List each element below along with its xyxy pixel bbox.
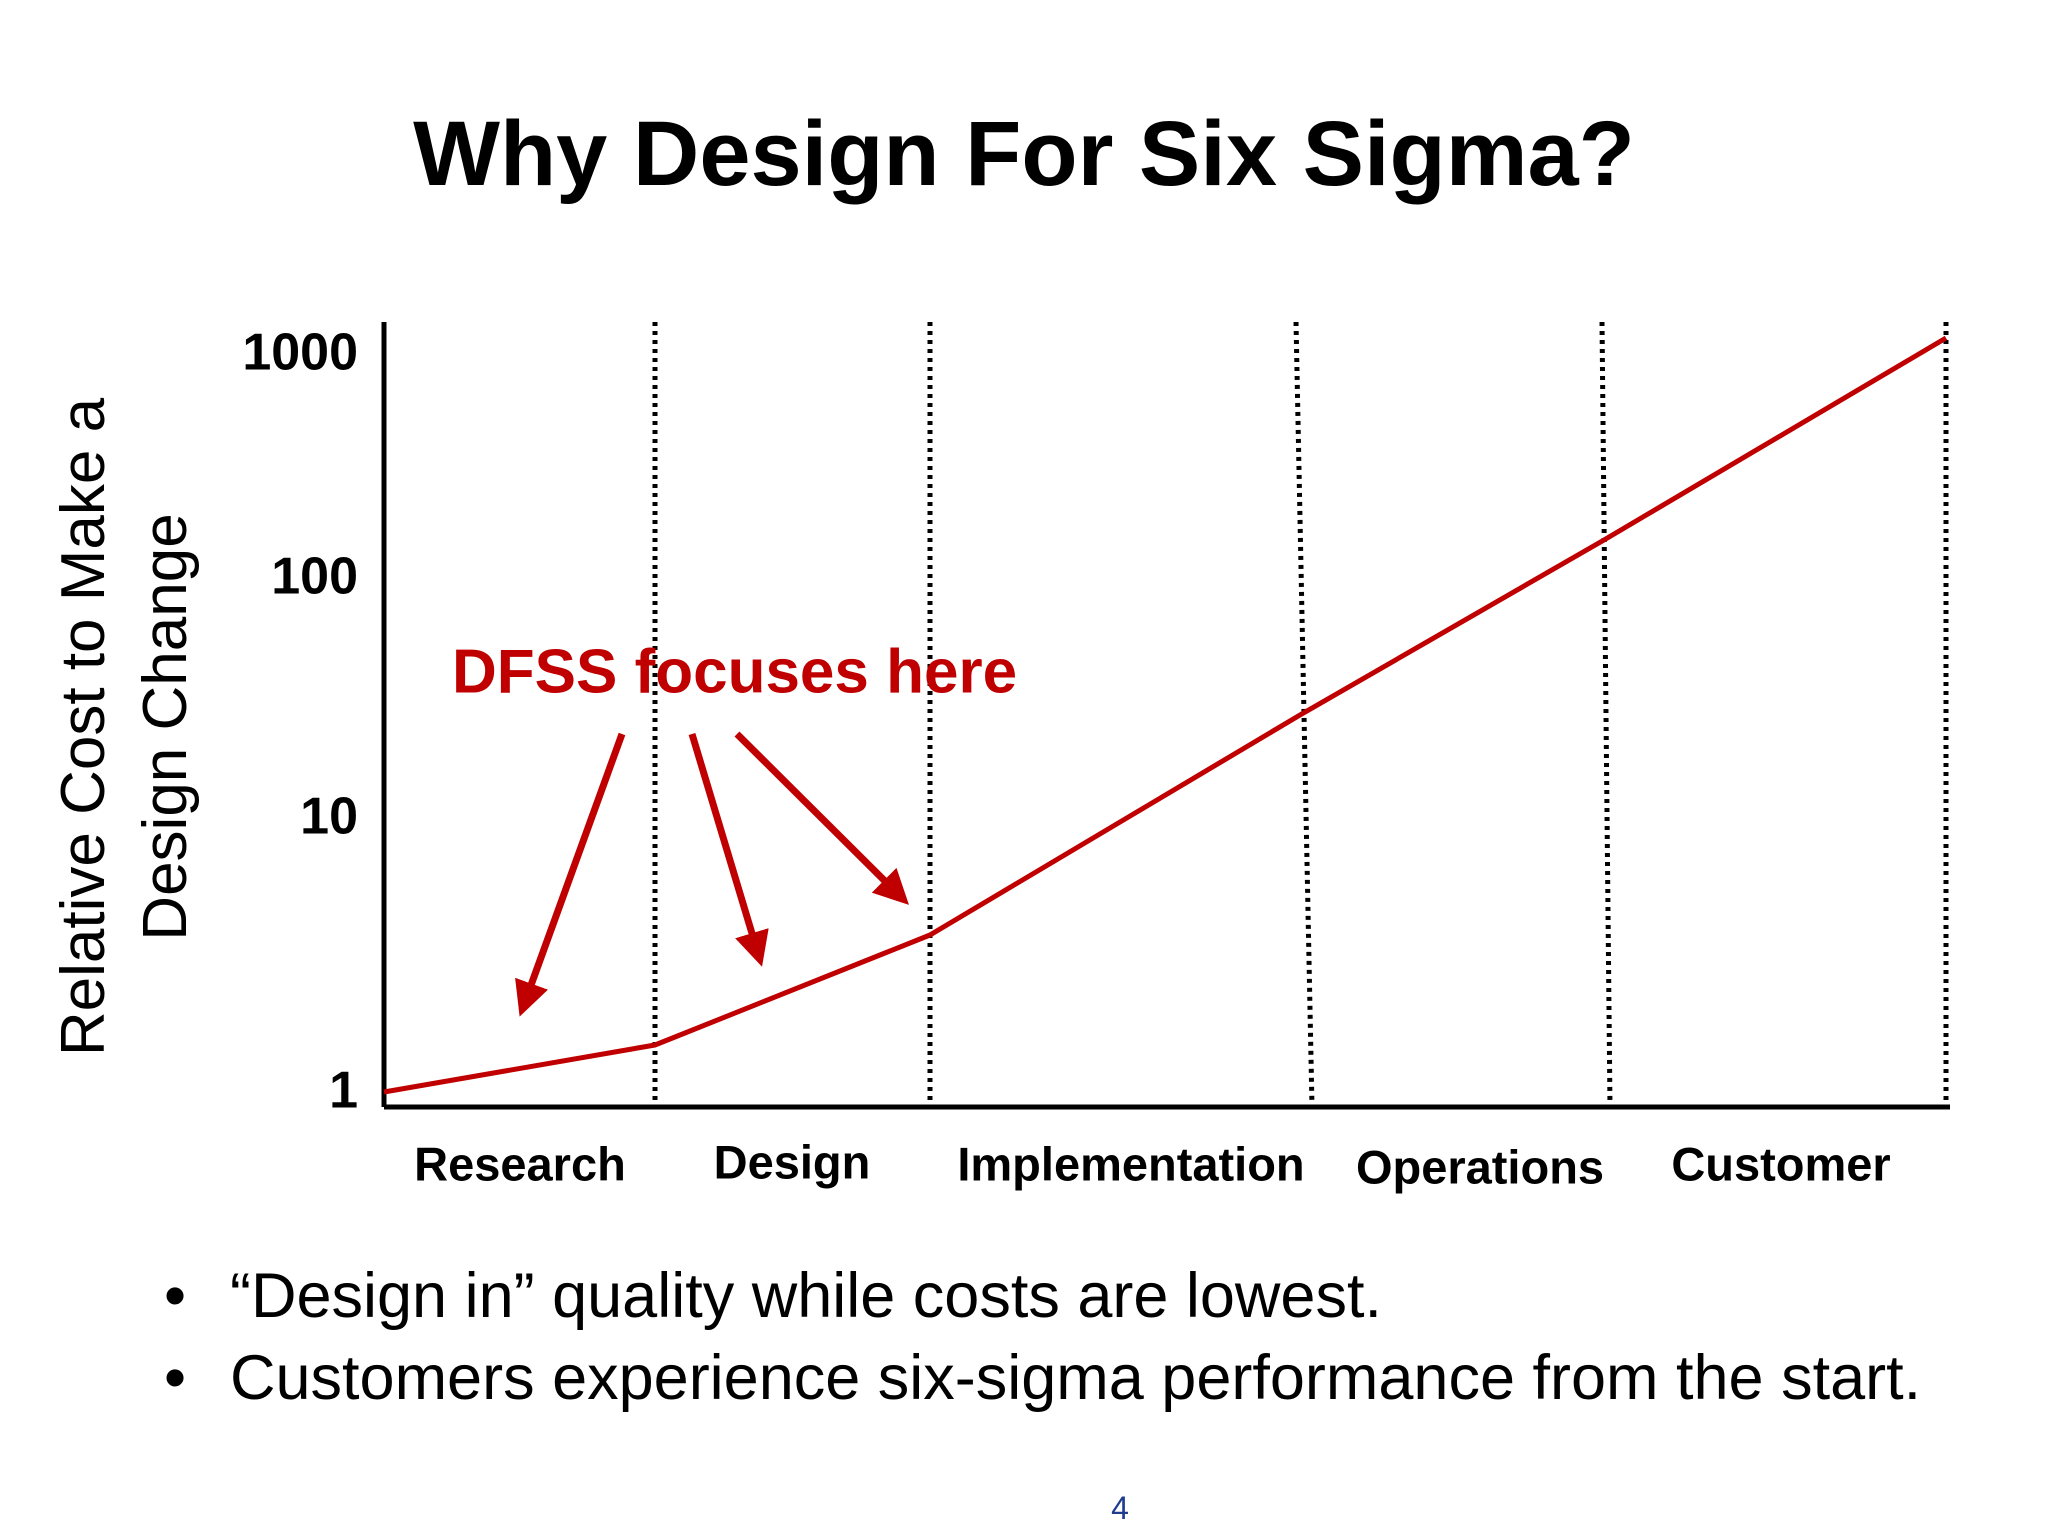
- annotation-label: DFSS focuses here: [452, 637, 1017, 706]
- annotation-arrow: [515, 732, 626, 1017]
- annotation-arrow: [688, 732, 769, 967]
- x-tick-label: Implementation: [957, 1137, 1304, 1190]
- y-tick-label: 1000: [242, 324, 358, 382]
- annotation-arrow: [734, 731, 909, 905]
- y-tick-label: 1: [329, 1062, 358, 1120]
- dfss-annotation: DFSS focuses here: [452, 637, 1017, 1017]
- y-tick-label: 10: [300, 788, 358, 846]
- cost-series: [383, 335, 1948, 1095]
- bullet-dot: •: [164, 1261, 187, 1331]
- phase-gridline: [1599, 321, 1613, 1108]
- x-tick-label: Customer: [1671, 1137, 1890, 1190]
- x-tick-labels: Research Design Implementation Operations Cu…: [414, 1135, 1891, 1193]
- slide-title: Why Design For Six Sigma?: [413, 103, 1635, 205]
- bullet-text: Customers experience six-sigma performan…: [230, 1343, 1922, 1413]
- chart-axes: [381, 322, 1950, 1110]
- x-tick-label: Operations: [1356, 1140, 1604, 1193]
- bullet-item: • “Design in” quality while costs are low…: [160, 1255, 1960, 1337]
- bullet-text: “Design in” quality while costs are lowe…: [230, 1261, 1382, 1331]
- x-tick-label: Research: [414, 1137, 626, 1190]
- bullet-item: • Customers experience six-sigma performa…: [160, 1337, 1960, 1419]
- cost-line: [383, 335, 1948, 1095]
- page-number: 4: [1111, 1490, 1129, 1526]
- x-tick-label: Design: [714, 1135, 871, 1188]
- y-tick-labels: 1 10 100 1000: [242, 324, 358, 1120]
- bullet-dot: •: [164, 1343, 187, 1413]
- bullet-list: • “Design in” quality while costs are low…: [160, 1255, 1960, 1419]
- y-tick-label: 100: [271, 548, 358, 606]
